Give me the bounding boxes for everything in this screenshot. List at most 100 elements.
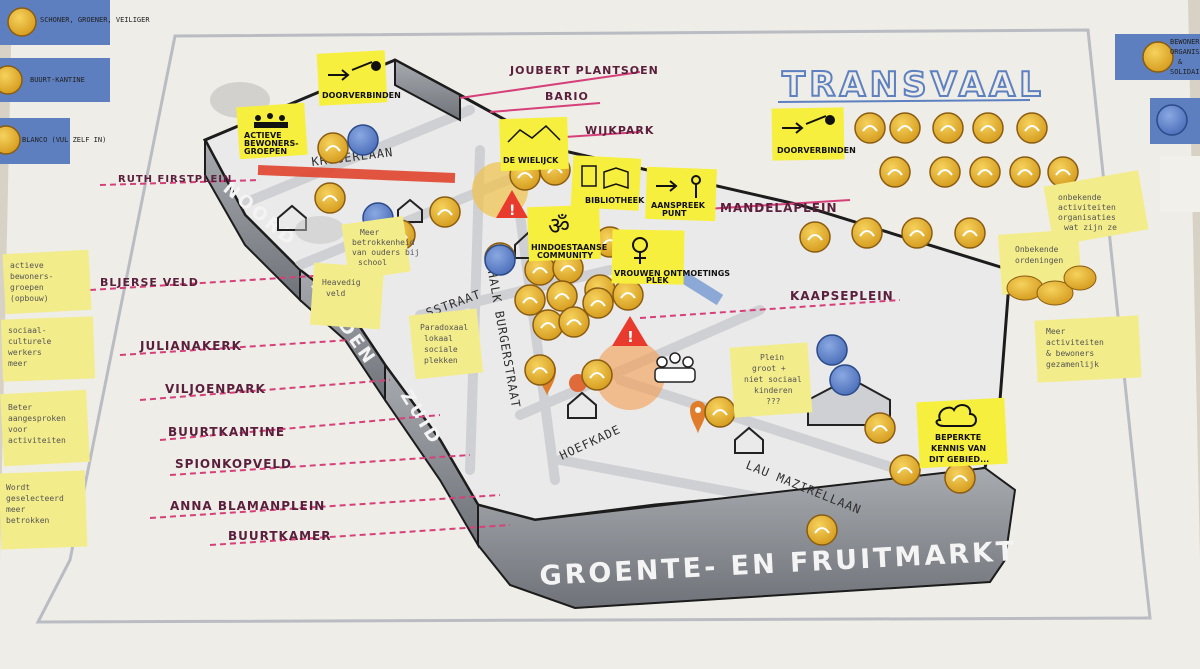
token-disc[interactable] bbox=[972, 112, 1004, 144]
sticky-de-wielijck[interactable]: DE WIELIJCK bbox=[499, 116, 569, 172]
note-betrokkenheid[interactable]: Meer betrokkenheid van ouders bij school bbox=[341, 215, 419, 281]
token-disc[interactable] bbox=[969, 156, 1001, 188]
token-disc[interactable] bbox=[932, 112, 964, 144]
note-n6-l3: organisaties bbox=[1058, 213, 1116, 222]
note-n3-l1: Paradoxaal bbox=[420, 323, 468, 332]
sticky-actieve[interactable]: ACTIEVE BEWONERS- GROEPEN bbox=[236, 102, 308, 160]
note-n5-l2: ordeningen bbox=[1015, 256, 1063, 265]
sticky-hindoestaanse[interactable]: ॐ HINDOESTAANSE COMMUNITY bbox=[527, 204, 607, 262]
note-left-2[interactable]: sociaal- culturele werkers meer bbox=[0, 316, 96, 382]
label-julianakerk: JULIANAKERK bbox=[139, 339, 242, 353]
legend-card-partial bbox=[1160, 156, 1200, 212]
token-symbol-icon bbox=[862, 125, 878, 132]
om-icon: ॐ bbox=[548, 212, 570, 240]
note-heavedig-veld[interactable]: Heavedig veld bbox=[309, 262, 385, 330]
token-disc[interactable] bbox=[954, 217, 986, 249]
note-left-4[interactable]: Wordt geselecteerd meer betrokken bbox=[0, 470, 88, 550]
token-disc[interactable] bbox=[901, 217, 933, 249]
crowd-icon bbox=[654, 352, 696, 383]
label-kaapseplein: KAAPSEPLEIN bbox=[790, 289, 894, 303]
token-disc[interactable] bbox=[558, 306, 590, 338]
sticky-legend-doorverbinden-text: DOORVERBINDEN bbox=[777, 146, 856, 155]
token-disc[interactable] bbox=[929, 156, 961, 188]
legend-card-blanco: BLANCO (VUL ZELF IN) bbox=[0, 118, 106, 164]
note-left3-l3: voor bbox=[8, 425, 27, 434]
note-onbekende-activiteiten[interactable]: onbekende activiteiten organisaties wat … bbox=[1043, 170, 1149, 246]
note-n7-l3: & bewoners bbox=[1046, 349, 1094, 358]
blue-token-disc[interactable] bbox=[347, 124, 379, 156]
token-symbol-icon bbox=[620, 292, 636, 299]
token-disc[interactable] bbox=[851, 217, 883, 249]
token-disc[interactable] bbox=[524, 354, 556, 386]
sticky-bibliotheek[interactable]: BIBLIOTHEEK bbox=[570, 155, 645, 211]
legend-right-l3: & bbox=[1178, 58, 1183, 66]
token-disc[interactable] bbox=[944, 462, 976, 494]
sticky-hindoestaanse-l1: HINDOESTAANSE bbox=[531, 243, 607, 252]
note-left1-l4: (opbouw) bbox=[10, 294, 49, 303]
legend-buurt-kantine-text: BUURT-KANTINE bbox=[30, 76, 85, 84]
token-disc[interactable] bbox=[799, 221, 831, 253]
note-left-1[interactable]: actieve bewoners- groepen (opbouw) bbox=[2, 249, 92, 315]
note-n3-l4: plekken bbox=[424, 356, 458, 365]
token-symbol-icon bbox=[325, 145, 341, 152]
label-buurtkamer: BUURTKAMER bbox=[228, 529, 332, 543]
token-symbol-icon bbox=[532, 267, 548, 274]
token-disc[interactable] bbox=[582, 287, 614, 319]
label-joubert-plantsoen: JOUBERT PLANTSOEN bbox=[509, 64, 659, 77]
token-disc[interactable] bbox=[704, 396, 736, 428]
place-label-layer bbox=[89, 71, 901, 546]
token-disc[interactable] bbox=[314, 182, 346, 214]
map-frame bbox=[35, 28, 1152, 624]
note-n7-l1: Meer bbox=[1046, 327, 1065, 336]
token-disc[interactable] bbox=[1009, 156, 1041, 188]
blue-token-disc[interactable] bbox=[484, 244, 516, 276]
token-disc[interactable] bbox=[1016, 112, 1048, 144]
blue-token-disc[interactable] bbox=[829, 364, 861, 396]
token-disc[interactable] bbox=[546, 280, 578, 312]
token-disc[interactable] bbox=[864, 412, 896, 444]
note-meer-activiteiten[interactable]: Meer activiteiten & bewoners gezamenlijk bbox=[1034, 315, 1142, 383]
label-bljerse-veld: BLJERSE VELD bbox=[100, 276, 199, 289]
token-disc[interactable] bbox=[889, 454, 921, 486]
sticky-beperkte[interactable]: BEPERKTE KENNIS VAN DIT GEBIED... bbox=[916, 397, 1008, 469]
sticky-actieve-l1: ACTIEVE bbox=[244, 131, 282, 140]
sticky-beperkte-l1: BEPERKTE bbox=[935, 433, 981, 442]
token-disc[interactable] bbox=[612, 279, 644, 311]
sticky-legend-doorverbinden[interactable]: DOORVERBINDEN bbox=[771, 107, 856, 161]
label-bario: BARIO bbox=[545, 90, 589, 103]
note-plein-groot[interactable]: Plein groot + niet sociaal kinderen ??? bbox=[729, 342, 813, 418]
sticky-aanspreekpunt[interactable]: AANSPREEK PUNT bbox=[645, 166, 717, 222]
token-symbol-icon bbox=[517, 172, 533, 179]
token-disc[interactable] bbox=[854, 112, 886, 144]
note-left1-l2: bewoners- bbox=[10, 272, 53, 281]
note-paradoxaal[interactable]: Paradoxaal lokaal sociale plekken bbox=[408, 308, 484, 380]
svg-text:!: ! bbox=[509, 203, 515, 219]
token-disc[interactable] bbox=[806, 514, 838, 546]
sticky-doorverbinden[interactable]: DOORVERBINDEN bbox=[316, 50, 401, 106]
sticky-de-wielijck-text: DE WIELIJCK bbox=[503, 156, 559, 165]
token-disc[interactable] bbox=[889, 112, 921, 144]
note-n2-l1: Heavedig bbox=[322, 278, 361, 287]
legend-schoner-text: SCHONER, GROENER, VEILIGER bbox=[40, 16, 150, 24]
token-symbol-icon bbox=[807, 234, 823, 241]
token-symbol-icon bbox=[962, 230, 978, 237]
token-symbol-icon bbox=[977, 169, 993, 176]
sticky-doorverbinden-text: DOORVERBINDEN bbox=[322, 91, 401, 100]
token-disc[interactable] bbox=[879, 156, 911, 188]
token-disc[interactable] bbox=[429, 196, 461, 228]
note-left-3[interactable]: Beter aangesproken voor activiteiten bbox=[0, 389, 90, 467]
location-pin-icon bbox=[690, 401, 706, 434]
token-disc[interactable] bbox=[581, 359, 613, 391]
sticky-vrouwen[interactable]: VROUWEN ONTMOETINGS PLEK bbox=[611, 229, 731, 285]
note-n3-l2: lokaal bbox=[424, 334, 453, 343]
token-symbol-icon bbox=[980, 125, 996, 132]
blue-token-disc[interactable] bbox=[816, 334, 848, 366]
token-disc[interactable] bbox=[317, 132, 349, 164]
label-anna-blamanplein: ANNA BLAMANPLEIN bbox=[170, 499, 325, 513]
note-left4-l4: betrokken bbox=[6, 516, 50, 525]
token-symbol-icon bbox=[909, 230, 925, 237]
label-mandelaplein: MANDELAPLEIN bbox=[720, 201, 838, 215]
token-symbol-icon bbox=[1017, 169, 1033, 176]
token-disc[interactable] bbox=[514, 284, 546, 316]
token-disc[interactable] bbox=[532, 309, 564, 341]
